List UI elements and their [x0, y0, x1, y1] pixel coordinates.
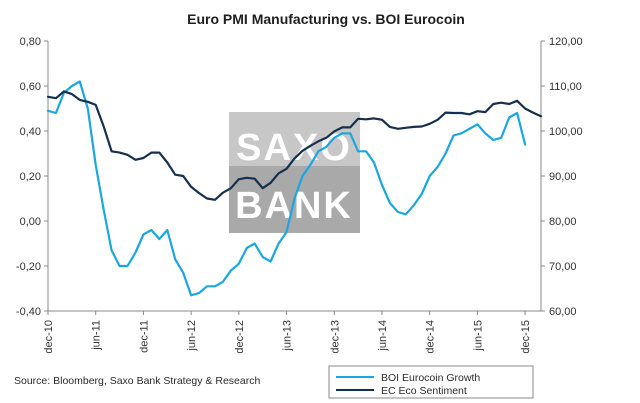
x-tick-label: jun-14 — [377, 320, 389, 352]
left-tick-label: 0,00 — [20, 216, 41, 228]
left-tick-label: 0,60 — [20, 81, 41, 93]
x-tick-label: jun-15 — [472, 320, 484, 352]
left-tick-label: 0,80 — [20, 36, 41, 48]
legend-label-eurocoin: BOI Eurocoin Growth — [381, 372, 480, 384]
right-tick-label: 120,00 — [549, 36, 583, 48]
left-axis-ticks: -0,40 -0,20 0,00 0,20 0,40 0,60 0,80 — [16, 36, 48, 318]
right-tick-label: 80,00 — [549, 216, 577, 228]
x-tick-label: dec-11 — [138, 320, 150, 353]
source-note: Source: Bloomberg, Saxo Bank Strategy & … — [14, 375, 260, 387]
right-tick-label: 110,00 — [549, 81, 582, 93]
x-tick-label: dec-15 — [520, 320, 532, 354]
left-tick-label: -0,40 — [16, 306, 41, 318]
x-tick-label: dec-13 — [329, 320, 341, 354]
right-tick-label: 70,00 — [549, 261, 577, 273]
chart-title: Euro PMI Manufacturing vs. BOI Eurocoin — [187, 11, 465, 27]
x-tick-label: jun-12 — [186, 320, 198, 352]
right-tick-label: 60,00 — [549, 306, 577, 318]
x-tick-label: jun-11 — [91, 320, 103, 351]
left-tick-label: 0,40 — [20, 126, 41, 138]
x-axis-ticks: dec-10 jun-11 dec-11 jun-12 dec-12 jun-13 dec-… — [43, 311, 532, 354]
x-tick-label: dec-10 — [43, 320, 55, 354]
series-line-eurocoin-growth — [46, 80, 527, 297]
series-layer — [46, 80, 543, 297]
x-tick-label: dec-12 — [234, 320, 246, 354]
left-tick-label: 0,20 — [20, 171, 41, 183]
watermark-top-block — [229, 112, 360, 176]
right-axis-ticks: 60,00 70,00 80,00 90,00 100,00 110,00 120,00 — [541, 36, 583, 318]
legend: BOI Eurocoin Growth EC Eco Sentiment — [328, 365, 534, 399]
left-tick-label: -0,20 — [16, 261, 41, 273]
right-tick-label: 100,00 — [549, 126, 583, 138]
right-tick-label: 90,00 — [549, 171, 577, 183]
legend-label-sentiment: EC Eco Sentiment — [381, 385, 467, 397]
series-line-eco-sentiment — [46, 90, 543, 201]
watermark-word-2: BANK — [235, 185, 353, 227]
watermark: SAXO BANK — [229, 112, 360, 233]
x-tick-label: dec-14 — [425, 320, 437, 354]
watermark-word-1: SAXO — [236, 127, 352, 169]
legend-box — [328, 365, 534, 399]
x-tick-label: jun-13 — [282, 320, 294, 352]
